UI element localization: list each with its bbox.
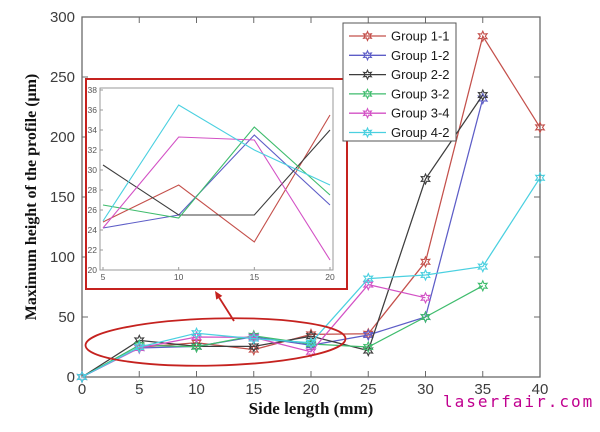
data-point-marker bbox=[191, 326, 202, 340]
data-point-marker bbox=[191, 340, 202, 354]
data-point-marker bbox=[477, 88, 489, 102]
data-point-marker bbox=[133, 340, 145, 354]
inset-series-line-group-3-2 bbox=[102, 126, 331, 219]
x-tick-label: 30 bbox=[417, 381, 434, 398]
series-line-group-3-2 bbox=[81, 285, 484, 378]
data-point-marker bbox=[534, 121, 546, 134]
legend-swatch-marker bbox=[362, 68, 373, 81]
inset-y-tick-label: 32 bbox=[88, 145, 98, 155]
data-point-marker bbox=[362, 344, 374, 357]
data-point-marker bbox=[477, 29, 489, 43]
zoom-arrow-line bbox=[218, 297, 235, 322]
data-point-marker bbox=[477, 92, 489, 105]
data-point-marker bbox=[133, 338, 145, 352]
y-tick-label: 0 bbox=[67, 369, 75, 386]
data-point-marker bbox=[305, 329, 317, 343]
inset-y-tick-label: 22 bbox=[88, 245, 98, 255]
inset-x-tick-label: 15 bbox=[250, 272, 260, 282]
data-point-marker bbox=[248, 343, 260, 356]
inset-y-tick-label: 26 bbox=[88, 205, 98, 215]
inset-series-line-group-2-2 bbox=[102, 129, 331, 216]
highlight-ellipse bbox=[84, 317, 347, 367]
data-point-marker bbox=[76, 370, 88, 384]
legend-item-group-2-2: Group 2-2 bbox=[349, 67, 450, 82]
watermark-text: laserfair.com bbox=[443, 392, 595, 411]
x-tick-label: 15 bbox=[245, 381, 262, 398]
y-tick-label: 100 bbox=[50, 249, 75, 266]
data-point-marker bbox=[477, 279, 489, 293]
legend-swatch-marker bbox=[362, 30, 373, 42]
inset-y-tick-label: 36 bbox=[88, 105, 98, 115]
data-point-marker bbox=[420, 310, 431, 324]
data-point-marker bbox=[362, 328, 374, 342]
data-point-marker bbox=[420, 255, 431, 269]
legend-label: Group 1-1 bbox=[391, 29, 450, 44]
x-tick-label: 25 bbox=[360, 381, 377, 398]
data-point-marker bbox=[362, 278, 374, 291]
data-point-marker bbox=[420, 291, 431, 305]
data-point-marker bbox=[248, 332, 260, 345]
legend-swatch-marker bbox=[362, 49, 373, 62]
y-tick-label: 250 bbox=[50, 69, 75, 86]
legend-item-group-1-2: Group 1-2 bbox=[349, 48, 450, 63]
data-point-marker bbox=[305, 345, 317, 359]
inset-x-tick-label: 20 bbox=[325, 272, 335, 282]
legend-label: Group 4-2 bbox=[391, 125, 450, 140]
y-tick-label: 150 bbox=[50, 189, 75, 206]
legend-item-group-3-4: Group 3-4 bbox=[349, 106, 450, 121]
x-axis-label: Side length (mm) bbox=[248, 399, 374, 418]
legend-label: Group 3-4 bbox=[391, 106, 450, 121]
y-axis-label: Maximum height of the profile (μm) bbox=[23, 73, 40, 321]
data-point-marker bbox=[248, 340, 260, 353]
legend-swatch-marker bbox=[362, 126, 373, 139]
inset-y-tick-label: 28 bbox=[88, 185, 98, 195]
data-point-marker bbox=[305, 336, 317, 350]
x-tick-label: 35 bbox=[474, 381, 491, 398]
inset-series-line-group-3-4 bbox=[102, 136, 331, 261]
x-tick-label: 20 bbox=[303, 381, 320, 398]
inset-y-tick-label: 30 bbox=[88, 165, 98, 175]
inset-axes-box bbox=[99, 87, 334, 271]
data-point-marker bbox=[420, 268, 431, 282]
legend-item-group-3-2: Group 3-2 bbox=[349, 86, 450, 101]
inset-x-tick-label: 10 bbox=[174, 272, 184, 282]
zoom-arrow-head bbox=[215, 291, 223, 300]
x-tick-label: 10 bbox=[188, 381, 205, 398]
legend-swatch-marker bbox=[362, 87, 373, 100]
inset-y-tick-label: 34 bbox=[88, 125, 98, 135]
data-point-marker bbox=[477, 260, 489, 273]
inset-x-tick-label: 5 bbox=[101, 272, 106, 282]
legend-swatch-marker bbox=[362, 107, 373, 120]
inset-y-tick-label: 38 bbox=[88, 85, 98, 95]
legend-box bbox=[342, 22, 457, 142]
legend-label: Group 3-2 bbox=[391, 86, 450, 101]
legend-item-group-1-1: Group 1-1 bbox=[349, 29, 450, 44]
legend-label: Group 2-2 bbox=[391, 67, 450, 82]
inset-series-line-group-4-2 bbox=[102, 104, 331, 222]
x-tick-label: 5 bbox=[135, 381, 143, 398]
inset-y-tick-label: 24 bbox=[88, 225, 98, 235]
x-tick-label: 0 bbox=[78, 381, 86, 398]
legend-item-group-4-2: Group 4-2 bbox=[349, 125, 450, 140]
x-tick-label: 40 bbox=[532, 381, 549, 398]
y-tick-label: 50 bbox=[58, 309, 75, 326]
inset-y-tick-label: 20 bbox=[88, 265, 98, 275]
data-point-marker bbox=[248, 329, 260, 343]
series-line-group-4-2 bbox=[81, 177, 541, 378]
data-point-marker bbox=[362, 272, 374, 285]
data-point-marker bbox=[362, 340, 374, 354]
data-point-marker bbox=[420, 172, 431, 186]
data-point-marker bbox=[191, 336, 202, 350]
inset-series-line-group-1-1 bbox=[102, 114, 331, 243]
inset-series-line-group-1-2 bbox=[102, 134, 331, 229]
data-point-marker bbox=[534, 171, 546, 185]
y-tick-label: 200 bbox=[50, 129, 75, 146]
legend-label: Group 1-2 bbox=[391, 48, 450, 63]
y-tick-label: 300 bbox=[50, 9, 75, 26]
